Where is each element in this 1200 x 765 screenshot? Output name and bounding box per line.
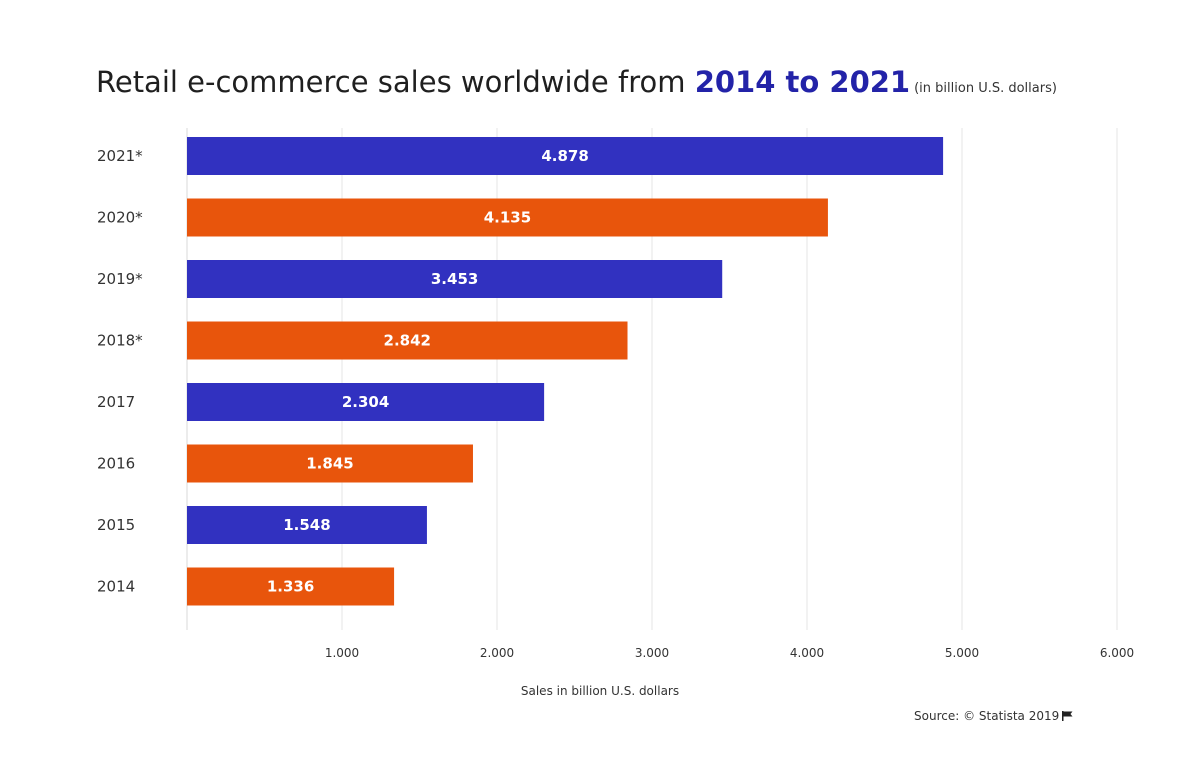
bar-2014 [187,567,395,606]
category-label: 2018* [97,332,143,350]
x-tick-label: 2.000 [480,646,514,660]
category-label: 2019* [97,270,143,288]
bar-value-label: 1.845 [306,455,353,473]
bar-2017 [187,383,545,421]
x-tick-label: 3.000 [635,646,669,660]
category-label: 2014 [97,578,135,596]
bar-value-label: 3.453 [431,270,478,288]
category-label: 2015 [97,516,135,534]
x-axis-title: Sales in billion U.S. dollars [520,684,680,698]
bar-value-label: 4.878 [541,147,588,165]
x-tick-label: 5.000 [945,646,979,660]
chart-title: Retail e-commerce sales worldwide from 2… [96,62,1156,109]
category-label: 2021* [97,147,143,165]
category-label: 2020* [97,209,143,227]
category-label: 2017 [97,393,135,411]
title-highlight: 2014 to 2021 [694,65,911,99]
bar-value-label: 4.135 [484,209,531,227]
x-tick-label: 6.000 [1100,646,1134,660]
bar-value-label: 1.548 [283,516,330,534]
flag-icon [1062,711,1073,721]
source-credit: Source: © Statista 2019 [914,709,1073,723]
bar-2020 [187,198,828,237]
bar-2018 [187,321,628,360]
bar-2015 [187,506,427,544]
title-unit: (in billion U.S. dollars) [914,81,1057,96]
bar-value-label: 2.842 [384,332,431,350]
title-prefix: Retail e-commerce sales worldwide from [96,65,686,99]
x-tick-label: 4.000 [790,646,824,660]
bar-2019 [187,260,723,298]
bar-value-label: 1.336 [267,578,314,596]
bar-2021 [187,137,944,175]
bars [187,137,944,606]
bar-value-label: 2.304 [342,393,389,411]
bar-2016 [187,444,473,483]
category-label: 2016 [97,455,135,473]
x-tick-label: 1.000 [325,646,359,660]
source-text: Source: © Statista 2019 [914,709,1060,723]
labels: 1.000 2.000 3.000 4.000 5.000 6.000 4.878 2021*… [97,147,1134,660]
